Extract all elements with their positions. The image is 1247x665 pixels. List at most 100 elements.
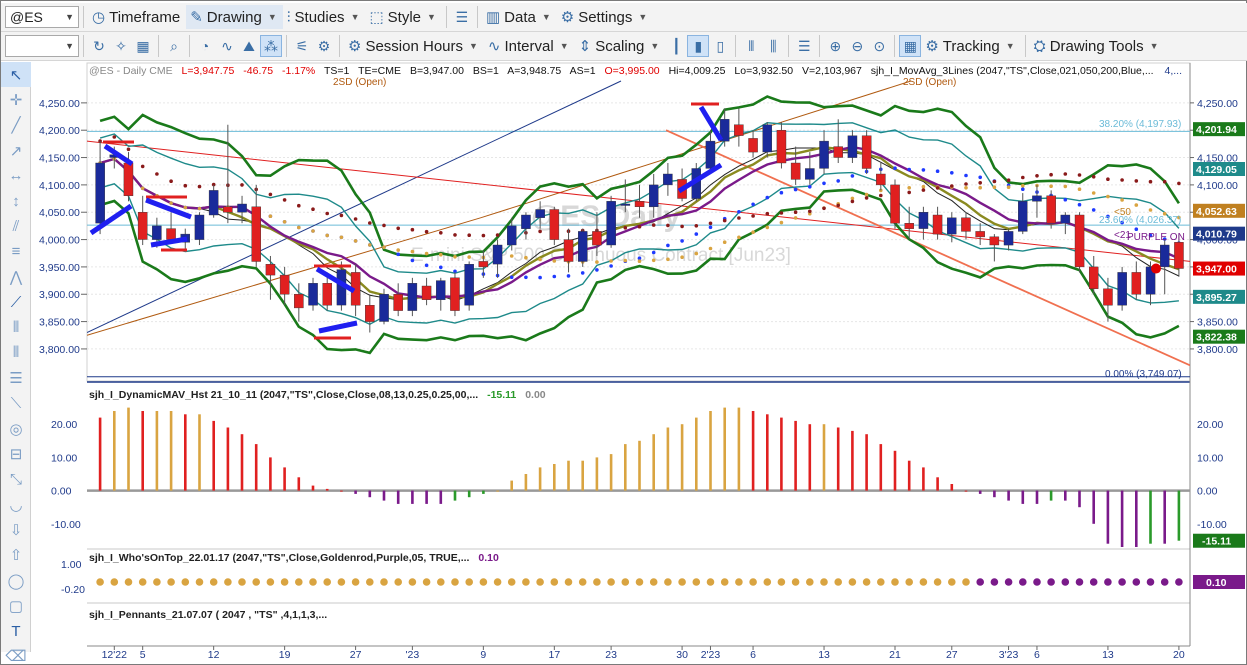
chart-header: @ES - Daily CME L=3,947.75 -46.75 -1.17%… <box>89 65 1182 77</box>
session-hours-button[interactable]: ⚙ Session Hours ▼ <box>344 34 484 58</box>
line-chart-icon[interactable]: ∿ <box>221 37 233 54</box>
ma50-dot <box>197 206 202 211</box>
ma50-dot <box>311 229 315 233</box>
toolbar-separator <box>339 35 340 57</box>
date-tick-label: 13 <box>818 649 830 661</box>
cycle-icon[interactable]: ◎ <box>9 420 23 438</box>
tracking-button[interactable]: ⚙ Tracking ▼ <box>921 34 1020 58</box>
candlestick-icon[interactable]: ▮ <box>687 35 710 57</box>
compress-bars-icon[interactable]: ⦀ <box>748 37 755 54</box>
studies-icon: ⫶ <box>286 8 291 26</box>
interval-button[interactable]: ∿ Interval ▼ <box>484 34 575 58</box>
whos-on-top-dot <box>550 578 559 586</box>
zoom-chart-icon[interactable]: ⌕ <box>170 37 178 54</box>
pencil-icon: ✎ <box>190 9 203 26</box>
header-volume: V=2,103,967 <box>802 65 862 77</box>
trendline-icon[interactable]: ╱ <box>11 117 21 135</box>
crosshair-icon[interactable]: ✛ <box>9 91 23 109</box>
regression-icon[interactable]: ⟍ <box>10 395 22 412</box>
fib-retracement-icon[interactable]: ≡ <box>11 243 21 261</box>
date-tick-label: 6 <box>1034 649 1040 661</box>
ma21-dot <box>396 252 401 257</box>
chart-gear-icon[interactable]: ⚙ <box>317 37 331 54</box>
indicator-panels <box>87 407 1190 586</box>
ma21-dot <box>1077 202 1082 207</box>
whos-on-top-dot <box>252 578 260 586</box>
ray-icon[interactable]: ↗ <box>9 142 23 160</box>
network-icon[interactable]: ⁂ <box>260 35 282 57</box>
style-button[interactable]: ⬚ Style ▼ <box>365 5 441 29</box>
speed-icon[interactable]: ◔ <box>200 38 210 54</box>
drawing-tools-button[interactable]: ⛭ Drawing Tools ▼ <box>1030 34 1165 58</box>
gann-fan-icon[interactable]: ⟋ <box>10 293 22 311</box>
speed-lines-icon[interactable]: ⫴ <box>12 344 20 362</box>
ma50-dot <box>169 201 173 205</box>
fib-extension-icon[interactable]: ⊟ <box>9 446 23 464</box>
rectangle-icon[interactable]: ▢ <box>8 597 24 615</box>
candle-body <box>1088 266 1099 289</box>
ma21-dot <box>978 175 982 180</box>
levels-icon[interactable]: ☰ <box>9 370 23 388</box>
pennant-blue-line <box>698 105 724 142</box>
timeframe-button[interactable]: ◷ Timeframe <box>88 5 186 29</box>
expand-bars-icon[interactable]: ⫼ <box>770 37 777 54</box>
grid-icon[interactable]: ▦ <box>136 37 150 54</box>
arc-icon[interactable]: ◡ <box>9 496 23 514</box>
main-toolbar: @ES ▼ ◷ Timeframe ✎ Drawing ▼ ⫶ Studies ▼ ⬚ St… <box>1 3 1247 32</box>
whos-on-top-dot <box>138 578 147 586</box>
channel-icon[interactable]: ⫽ <box>12 217 20 235</box>
refresh-icon[interactable]: ↻ <box>93 37 105 54</box>
ma200-dot <box>1021 175 1025 180</box>
ma200-dot <box>439 231 443 235</box>
ma50-dot <box>368 243 372 247</box>
price-panel[interactable] <box>87 80 1190 378</box>
window-link-icon[interactable]: ☰ <box>798 37 811 54</box>
toolbar-separator <box>189 35 190 57</box>
ellipse-icon[interactable]: ◯ <box>7 572 25 590</box>
hollow-candle-icon[interactable]: ▯ <box>716 37 725 54</box>
studies-button[interactable]: ⫶ Studies ▼ <box>283 5 366 29</box>
zoom-fit-icon[interactable]: ⊙ <box>873 37 886 54</box>
data-button[interactable]: ▥ Data ▼ <box>482 5 557 29</box>
whos-on-top-dot <box>96 578 104 586</box>
eraser-icon[interactable]: ⌫ <box>5 648 27 665</box>
up-arrow-icon[interactable]: ⇧ <box>9 547 23 565</box>
data-window-icon[interactable]: ▦ <box>899 35 922 57</box>
text-icon[interactable]: T <box>11 622 21 640</box>
candle-body <box>563 239 574 262</box>
horizontal-line-icon[interactable]: ↔ <box>8 167 24 185</box>
vertical-line-icon[interactable]: ↕ <box>12 192 20 210</box>
magic-wand-icon[interactable]: ✧ <box>115 37 127 54</box>
histogram-bar <box>396 490 400 504</box>
zoom-out-icon[interactable]: ⊖ <box>851 37 864 54</box>
fib-time-icon[interactable]: ⦀ <box>12 319 20 337</box>
histogram-bar <box>382 490 386 501</box>
symbol-combo[interactable]: @ES ▼ <box>5 6 79 28</box>
pointer-icon[interactable]: ↖ <box>1 62 31 88</box>
scaling-button[interactable]: ⇕ Scaling ▼ <box>575 34 666 58</box>
dyn-badge <box>1193 533 1245 548</box>
settings-button[interactable]: ⚙ Settings ▼ <box>557 5 654 29</box>
down-arrow-icon[interactable]: ⇩ <box>9 521 23 539</box>
whos-on-top-dot <box>791 578 800 586</box>
interval-icon: ∿ <box>487 38 501 55</box>
zoom-in-icon[interactable]: ⊕ <box>829 37 842 54</box>
ma200-dot <box>779 211 784 215</box>
ma50-dot <box>339 235 344 240</box>
ma200-dot <box>680 224 684 229</box>
pitchfork-icon[interactable]: ⋀ <box>9 269 23 287</box>
bars-settings-icon[interactable]: ⚟ <box>295 37 309 54</box>
interval-combo[interactable]: ▼ <box>5 35 79 57</box>
toolbar-separator <box>1024 35 1026 57</box>
histogram-bar <box>723 407 726 491</box>
ma50-dot <box>651 258 656 263</box>
drawing-button[interactable]: ✎ Drawing ▼ <box>186 5 283 29</box>
window-link-icon[interactable]: ☰ <box>455 8 469 25</box>
area-chart-icon[interactable]: ⛰ <box>243 37 255 54</box>
projection-icon[interactable]: ⤡ <box>9 470 22 488</box>
price-tick-label-left: 3,950.00 <box>39 262 80 274</box>
histogram-bar <box>766 414 769 491</box>
whos-on-top-dot <box>891 578 899 586</box>
bar-chart-icon[interactable]: ┃ <box>672 37 681 54</box>
